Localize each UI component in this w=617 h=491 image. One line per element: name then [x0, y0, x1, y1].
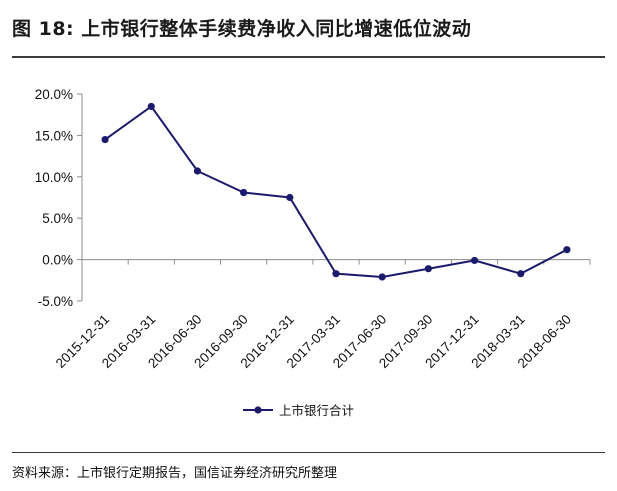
figure-title: 图 18: 上市银行整体手续费净收入同比增速低位波动: [12, 14, 605, 41]
y-tick-label: 15.0%: [35, 128, 73, 143]
y-axis-ticks: 20.0% 15.0% 10.0% 5.0% 0.0% -5.0%: [35, 87, 82, 309]
y-tick-label: 0.0%: [42, 253, 73, 268]
data-point: [147, 102, 155, 111]
y-tick-label: 20.0%: [35, 87, 73, 102]
data-point: [378, 273, 386, 281]
series-lines: [101, 102, 571, 281]
legend-label: 上市银行合计: [279, 403, 354, 418]
figure-number: 图 18:: [12, 18, 75, 40]
source-note: 资料来源：上市银行定期报告，国信证券经济研究所整理: [12, 466, 338, 481]
data-point: [240, 188, 248, 197]
data-point: [563, 246, 571, 254]
data-point: [332, 270, 340, 278]
data-point: [286, 193, 294, 202]
footer-rule: [12, 452, 605, 453]
y-tick-label: 5.0%: [42, 211, 73, 226]
y-tick-label: 10.0%: [35, 170, 73, 185]
title-rule: [12, 56, 605, 58]
figure-title-text: 上市银行整体手续费净收入同比增速低位波动: [81, 18, 472, 40]
data-point: [517, 270, 525, 278]
data-point: [101, 135, 109, 144]
x-axis-ticks: 2015-12-312016-03-312016-06-302016-09-30…: [53, 259, 591, 371]
data-point: [470, 256, 479, 265]
data-point: [424, 265, 432, 273]
legend: 上市银行合计: [243, 403, 354, 418]
y-tick-label: -5.0%: [38, 294, 73, 309]
chart-axes: [81, 94, 590, 301]
series-line: [104, 105, 568, 278]
data-point: [193, 167, 202, 175]
legend-marker: [254, 406, 262, 414]
